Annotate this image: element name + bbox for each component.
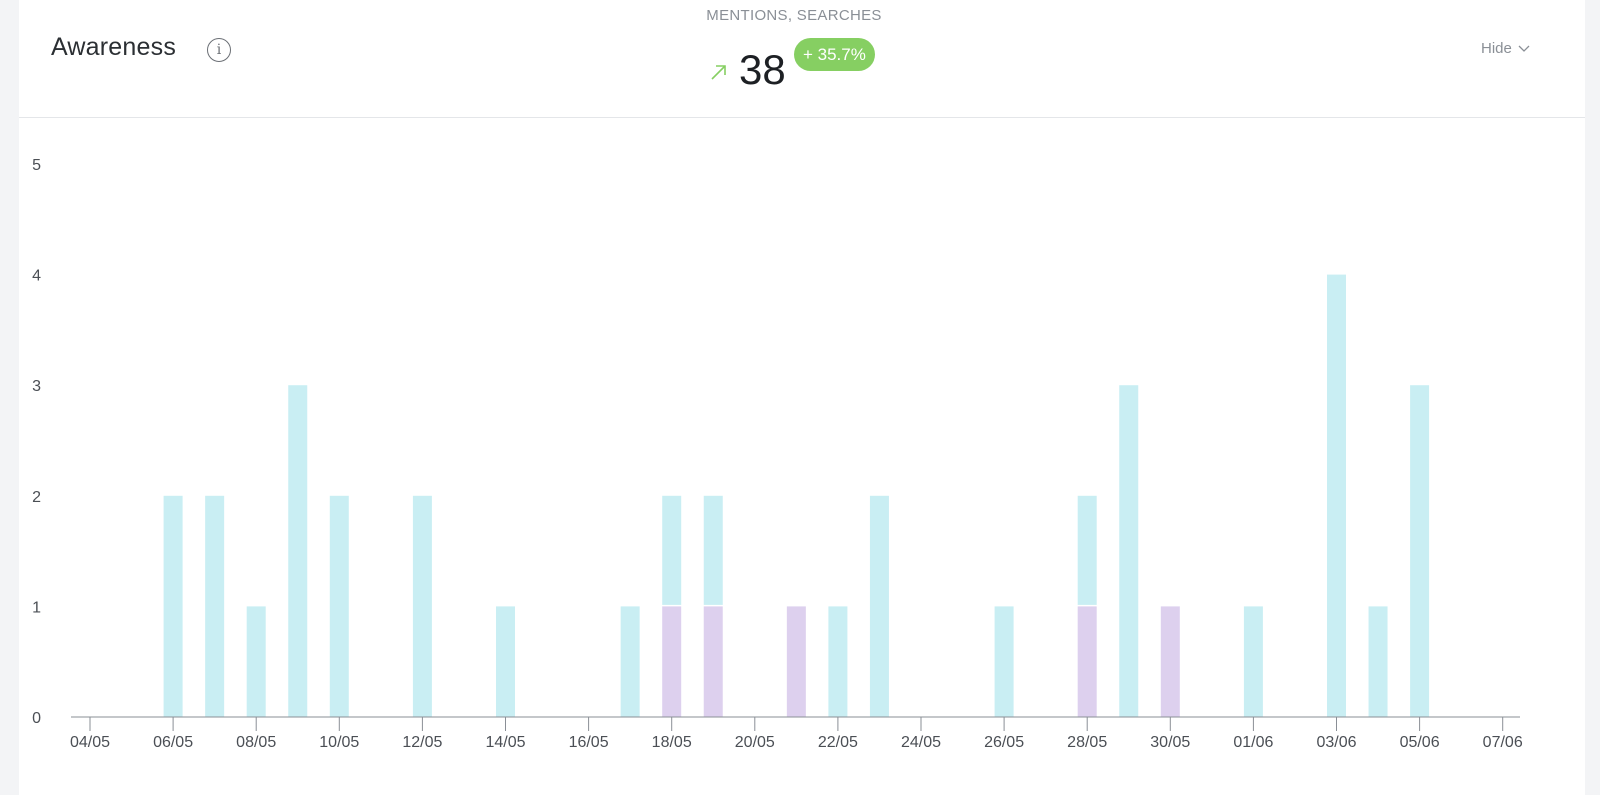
x-tick-label: 28/05 — [1067, 734, 1107, 751]
chevron-down-icon — [1518, 45, 1530, 52]
bar — [703, 606, 723, 717]
metric-label: MENTIONS, SEARCHES — [706, 7, 882, 24]
x-tick-label: 18/05 — [652, 734, 692, 751]
x-tick-label: 30/05 — [1150, 734, 1190, 751]
bar — [288, 385, 308, 717]
awareness-bar-chart: 0 1 2 3 4 5 04/05 06/05 08/05 10/05 12/05 14/05 16/0… — [32, 157, 1523, 751]
x-tick-label: 01/06 — [1233, 734, 1273, 751]
bar — [329, 495, 349, 717]
x-tick-label: 05/06 — [1400, 734, 1440, 751]
x-tick-label: 07/06 — [1483, 734, 1523, 751]
x-tick-label: 12/05 — [402, 734, 442, 751]
x-tick-label: 04/05 — [70, 734, 110, 751]
bar — [246, 606, 266, 717]
bar — [1160, 606, 1180, 717]
x-tick-label: 03/06 — [1316, 734, 1356, 751]
y-tick-label: 1 — [32, 599, 41, 616]
y-tick-label: 3 — [32, 378, 41, 395]
bar — [1243, 606, 1263, 717]
bar — [1077, 495, 1097, 605]
bar — [620, 606, 640, 717]
bar — [662, 606, 682, 717]
bar — [703, 495, 723, 605]
y-tick-label: 4 — [32, 268, 41, 285]
x-tick-label: 06/05 — [153, 734, 193, 751]
arrow-up-right-icon — [711, 65, 726, 80]
bar — [1077, 606, 1097, 717]
awareness-card: Awareness i MENTIONS, SEARCHES 38 + 35.7… — [19, 0, 1585, 795]
y-tick-label: 5 — [32, 157, 41, 174]
x-tick-label: 26/05 — [984, 734, 1024, 751]
x-tick-label: 08/05 — [236, 734, 276, 751]
bar — [994, 606, 1014, 717]
x-tick-label: 14/05 — [485, 734, 525, 751]
bar — [496, 606, 515, 717]
bar — [1327, 274, 1346, 717]
y-tick-label: 0 — [32, 710, 41, 727]
bar — [662, 495, 682, 605]
x-tick-label: 20/05 — [735, 734, 775, 751]
bar — [163, 495, 183, 717]
bar — [786, 606, 806, 717]
metric-value: 38 — [739, 46, 786, 93]
hide-label: Hide — [1481, 40, 1512, 57]
x-tick-label: 10/05 — [319, 734, 359, 751]
x-tick-label: 22/05 — [818, 734, 858, 751]
bar — [1410, 385, 1430, 717]
card-header: Awareness i MENTIONS, SEARCHES 38 + 35.7… — [19, 0, 1585, 118]
card-title: Awareness — [51, 33, 177, 61]
bar — [828, 606, 848, 717]
bar — [1368, 606, 1388, 717]
x-tick-label: 24/05 — [901, 734, 941, 751]
x-tick-label: 16/05 — [569, 734, 609, 751]
bar — [412, 495, 432, 717]
bar — [869, 495, 889, 717]
info-icon[interactable]: i — [207, 38, 231, 62]
change-badge: + 35.7% — [794, 38, 875, 71]
bar — [1119, 385, 1139, 717]
bar — [205, 495, 225, 717]
y-tick-label: 2 — [32, 489, 41, 506]
hide-button[interactable]: Hide — [1481, 40, 1530, 57]
